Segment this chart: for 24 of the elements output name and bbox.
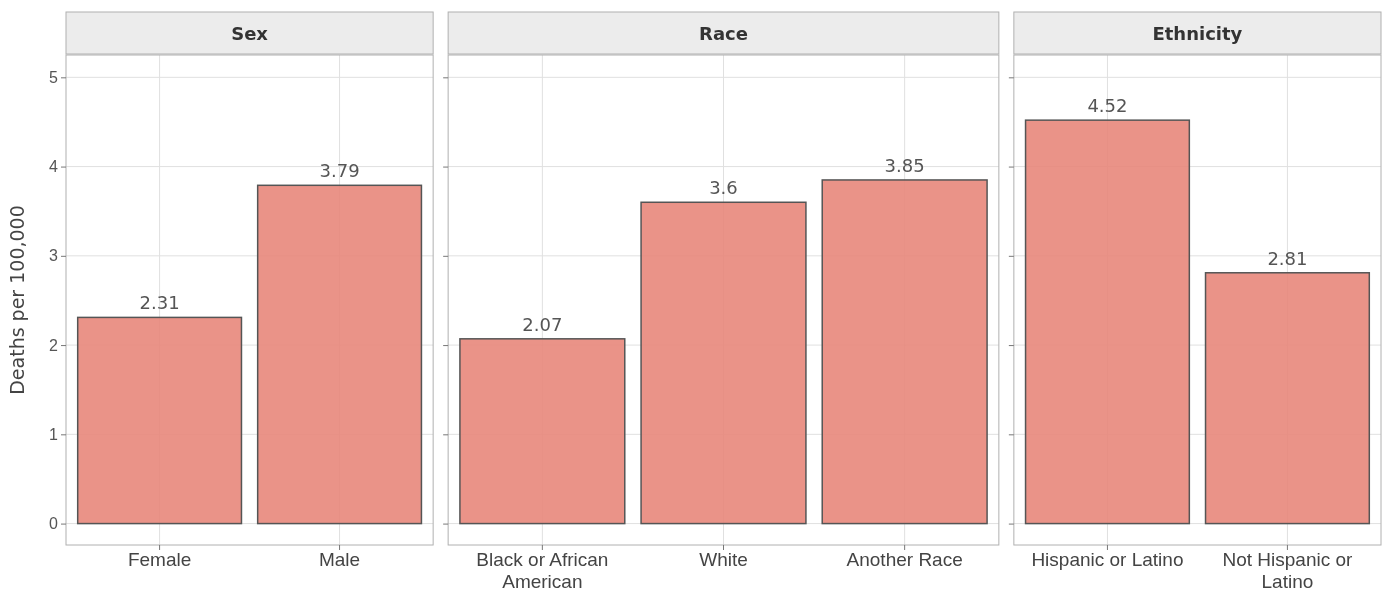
x-tick-label: Female [127,549,192,571]
data-label: 4.52 [1087,95,1128,117]
data-label: 2.31 [139,292,180,314]
data-label: 3.79 [319,160,360,182]
y-tick-label: 5 [49,68,59,86]
x-tick-label: Hispanic or Latino [1031,549,1184,571]
y-tick-label: 1 [49,425,59,443]
x-tick-label: Male [318,549,361,571]
x-tick-label: Black or African American [476,549,609,593]
x-tick-label: Another Race [846,549,963,571]
y-tick-label: 0 [49,515,59,533]
x-tick-label: White [699,549,748,571]
y-tick-label: 2 [49,336,59,354]
chart-title: Ethnicity [1152,22,1243,44]
y-tick-label: 3 [49,247,59,265]
x-tick-label: Not Hispanic or Latino [1222,549,1354,593]
data-label: 2.81 [1267,247,1308,269]
data-label: 3.85 [884,154,925,176]
data-label: 3.6 [709,177,738,199]
y-tick-label: 4 [49,158,59,176]
data-label: 2.07 [522,313,563,335]
chart-title: Race [699,22,748,44]
y-axis-title: Deaths per 100,000 [6,205,28,395]
chart-title: Sex [231,22,269,44]
